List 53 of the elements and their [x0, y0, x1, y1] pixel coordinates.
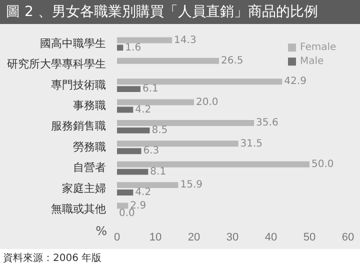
bar	[117, 106, 134, 113]
x-tick-label: 20	[188, 231, 200, 244]
y-tick-label: 勞務職	[73, 140, 106, 154]
bar	[117, 99, 194, 106]
data-label: 26.5	[221, 56, 244, 67]
y-tick-label: 事務職	[73, 99, 106, 112]
data-label: 15.9	[180, 180, 202, 191]
bar	[117, 168, 148, 175]
bar	[117, 148, 142, 154]
bar	[117, 127, 150, 134]
y-tick-label: 國高中職學生	[40, 36, 106, 50]
bar	[117, 202, 128, 209]
y-tick-label: 專門技術職	[51, 78, 106, 92]
bar	[117, 190, 134, 196]
data-label: 0.0	[119, 208, 135, 219]
legend-label: Female	[300, 42, 336, 54]
bar	[117, 120, 254, 126]
data-label: 8.1	[150, 166, 166, 178]
x-tick-label: 40	[264, 231, 278, 244]
bar	[117, 182, 178, 188]
y-tick-label: 服務銷售職	[51, 120, 106, 133]
y-tick-label: 自營者	[73, 161, 106, 174]
bar	[117, 86, 140, 92]
data-label: 6.3	[143, 146, 160, 157]
data-label: 4.2	[135, 104, 152, 116]
bar	[117, 37, 172, 44]
x-tick-label: 0	[114, 231, 120, 244]
y-tick-label: 研究所大學專科學生	[7, 58, 106, 71]
data-label: 8.5	[152, 125, 168, 136]
x-tick-label: 10	[149, 231, 162, 244]
bar	[117, 58, 220, 64]
x-tick-label: 30	[226, 231, 239, 244]
data-label: 4.2	[135, 187, 152, 198]
legend-label: Male	[300, 56, 324, 68]
data-label: 50.0	[312, 158, 334, 170]
data-label: 14.3	[174, 34, 196, 46]
data-label: 42.9	[284, 76, 306, 88]
source-note: 資料來源：2006 年版	[2, 252, 103, 266]
bar	[117, 44, 124, 51]
y-tick-label: 家庭主婦	[62, 182, 106, 195]
y-tick-label: 無職或其他	[51, 202, 106, 216]
bar	[117, 161, 310, 168]
x-axis-title: %	[96, 224, 107, 238]
data-label: 31.5	[240, 138, 263, 150]
chart-title: 圖 2 、男女各職業別購買「人員直銷」商品的比例	[0, 0, 360, 24]
data-label: 6.1	[142, 84, 158, 95]
data-label: 20.0	[196, 96, 218, 108]
x-tick-label: 60	[342, 231, 354, 244]
x-tick-label: 50	[303, 231, 316, 244]
data-label: 1.6	[125, 42, 142, 54]
bar	[117, 140, 238, 147]
data-label: 35.6	[256, 118, 278, 129]
bar	[117, 78, 282, 85]
